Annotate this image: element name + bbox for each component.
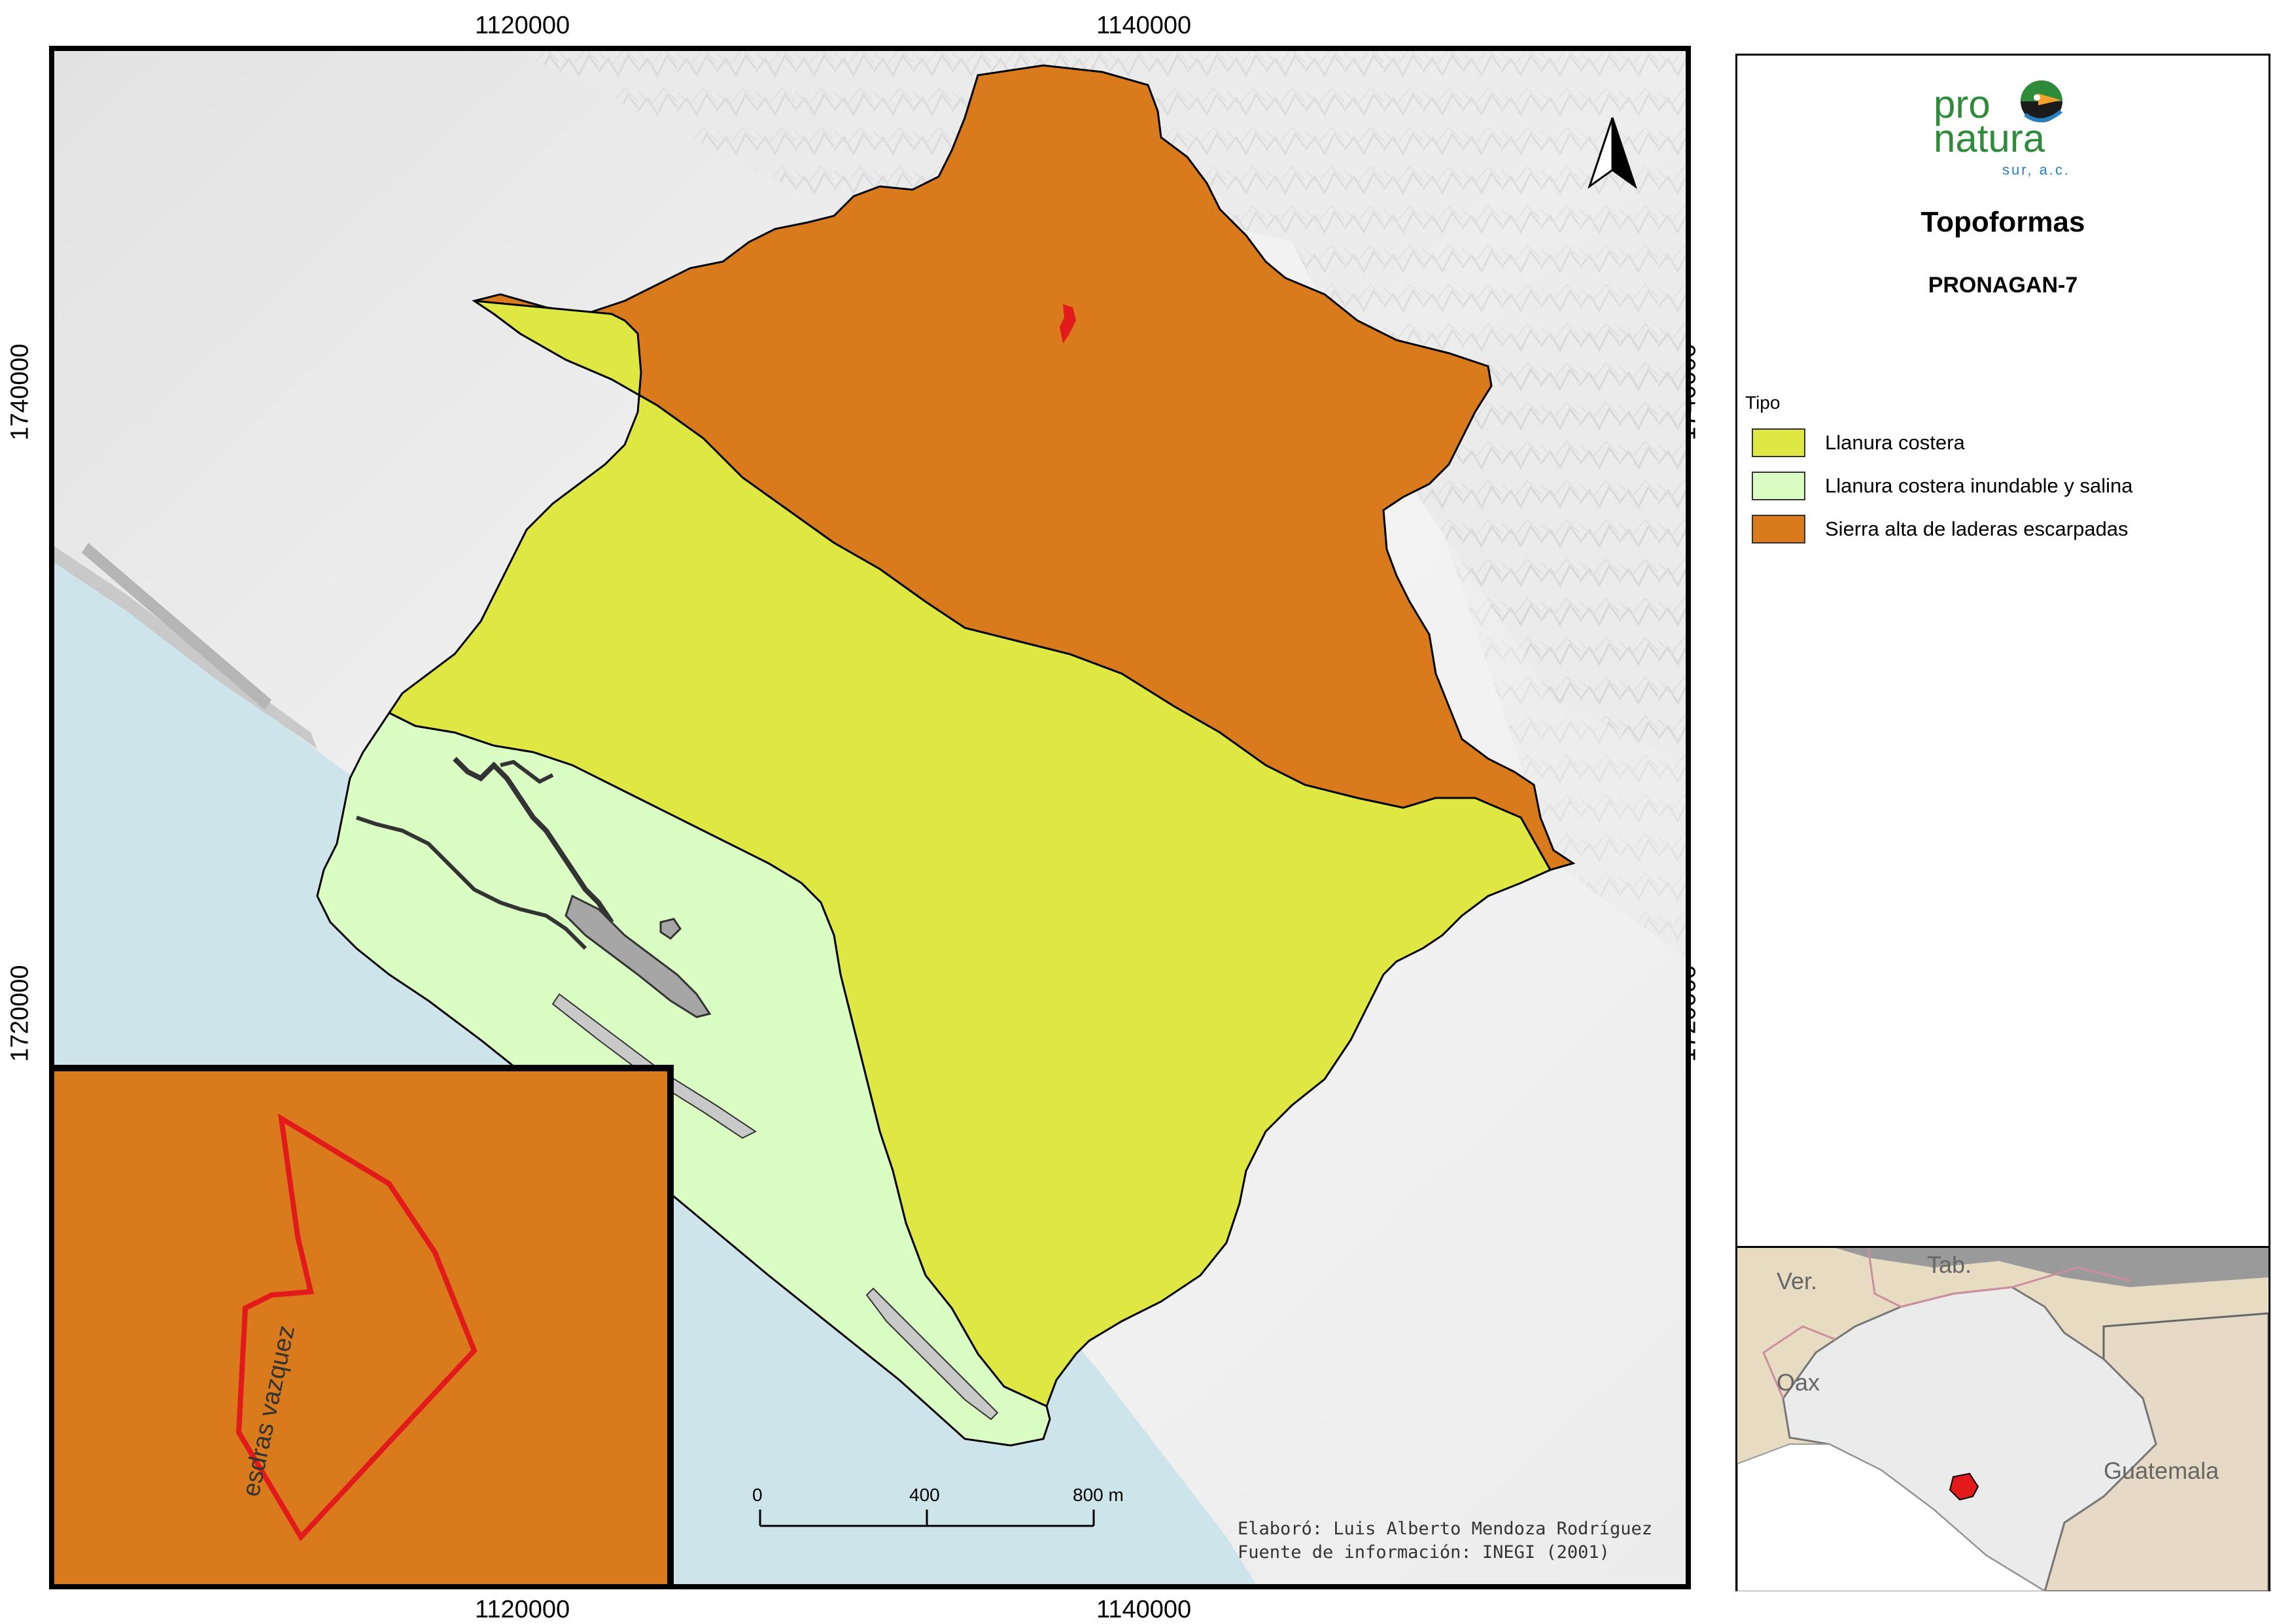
lagoon-small (659, 918, 682, 940)
map-frame[interactable]: esdras vazquez (49, 46, 1691, 1589)
logo-text-pro: pro (1934, 82, 1990, 126)
x-tick-bottom-1: 1120000 (475, 1596, 570, 1623)
legend-items: Llanura costera Llanura costera inundabl… (1752, 428, 2132, 544)
polygon-llanura-inundable[interactable] (316, 712, 1051, 1447)
bird-logo-icon (2021, 80, 2062, 122)
credits: Elaboró: Luis Alberto Mendoza Rodríguez … (1238, 1517, 1652, 1564)
credits-source: Fuente de información: INEGI (2001) (1238, 1542, 1610, 1563)
river-channel-2 (500, 759, 554, 784)
locator-chiapas (1782, 1286, 2157, 1591)
coastal-beach (49, 543, 317, 749)
locator-project-highlight (1949, 1472, 1979, 1501)
scale-label-800: 800 m (1073, 1485, 1124, 1505)
legend-item-sierra-alta[interactable]: Sierra alta de laderas escarpadas (1752, 515, 2132, 544)
north-arrow-icon (1588, 117, 1637, 189)
legend-panel: pro natura sur, a.c. Topoformas PRONAGAN… (1735, 54, 2270, 1591)
inset-detail-outline (235, 1113, 478, 1542)
lagoon (565, 894, 712, 1018)
locator-map[interactable]: Ver. Tab. Oax Guatemala (1737, 1246, 2268, 1591)
logo-text-natura: natura (1934, 116, 2045, 160)
locator-gray-area (1835, 1248, 2268, 1287)
legend-title: Topoformas (1920, 206, 2085, 238)
locator-label-tab: Tab. (1927, 1251, 1972, 1278)
scale-bar (759, 1510, 1095, 1527)
legend-item-llanura-inundable[interactable]: Llanura costera inundable y salina (1752, 472, 2132, 500)
legend-swatch-llanura-inundable (1752, 472, 1805, 500)
x-tick-bottom-2: 1140000 (1096, 1596, 1192, 1623)
terrain-relief-east (1390, 307, 1691, 961)
locator-label-oax: Oax (1777, 1369, 1820, 1396)
locator-label-guatemala: Guatemala (2104, 1457, 2219, 1484)
credits-author: Elaboró: Luis Alberto Mendoza Rodríguez (1238, 1519, 1652, 1539)
legend-field-label: Tipo (1745, 392, 1781, 413)
coastal-lagoon-strip (82, 543, 271, 710)
legend-swatch-llanura-costera (1752, 428, 1805, 457)
locator-oaxaca-line (1762, 1325, 1836, 1399)
logo-text-sur: sur, a.c. (2002, 162, 2071, 178)
y-tick-left-1: 1740000 (6, 343, 34, 441)
terrain-relief-north (507, 46, 1691, 765)
legend-subtitle: PRONAGAN-7 (1928, 273, 2078, 298)
locator-tabasco-line (1867, 1248, 2130, 1308)
scale-label-400: 400 (909, 1485, 940, 1505)
inset-detail-map[interactable]: esdras vazquez (49, 1065, 674, 1589)
legend-label-llanura-costera: Llanura costera (1825, 431, 1965, 454)
x-tick-top-1: 1120000 (475, 12, 570, 39)
map-canvas[interactable]: esdras vazquez (49, 46, 1691, 1589)
legend-swatch-sierra-alta (1752, 515, 1805, 544)
point-of-interest-marker[interactable] (1060, 304, 1076, 343)
legend-item-llanura-costera[interactable]: Llanura costera (1752, 428, 2132, 457)
scale-label-0: 0 (752, 1485, 763, 1505)
river-channel-1 (453, 757, 614, 924)
locator-map-canvas (1737, 1248, 2268, 1591)
river-channel-3 (356, 816, 587, 950)
y-tick-left-2: 1720000 (6, 965, 34, 1062)
estero-strip-2 (865, 1287, 999, 1421)
locator-coast-sea (1737, 1443, 2046, 1591)
legend-label-sierra-alta: Sierra alta de laderas escarpadas (1825, 517, 2129, 540)
polygon-llanura-costera[interactable] (387, 300, 1552, 1408)
locator-label-ver: Ver. (1777, 1268, 1818, 1294)
pronatura-logo: pro natura sur, a.c. (1934, 75, 2077, 186)
legend-label-llanura-inundable: Llanura costera inundable y salina (1825, 474, 2133, 497)
x-tick-top-2: 1140000 (1096, 12, 1192, 39)
